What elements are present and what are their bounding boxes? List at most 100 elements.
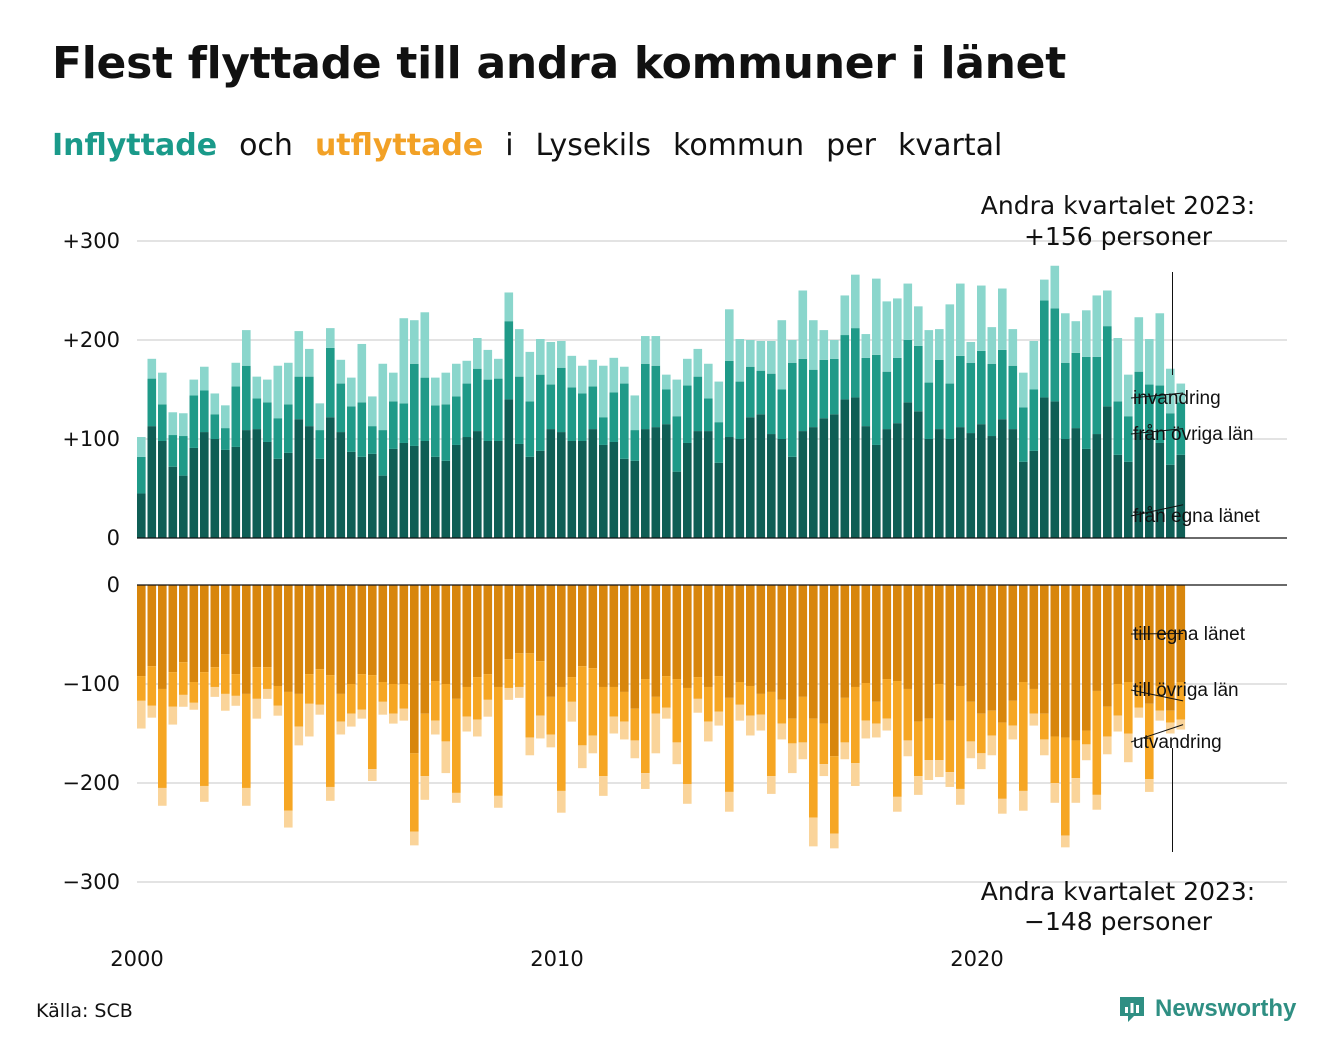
bar-immigration xyxy=(840,295,850,336)
bar-to-own-county xyxy=(1040,585,1049,714)
bar-emigration xyxy=(683,783,692,804)
bar-emigration xyxy=(1050,783,1060,803)
bar-from-own-county xyxy=(525,456,535,538)
bar-to-own-county xyxy=(893,585,902,682)
bar-emigration xyxy=(851,763,860,786)
bar-immigration xyxy=(462,360,472,384)
bar-to-own-county xyxy=(903,585,913,689)
bar-emigration xyxy=(966,741,976,759)
bar-from-other-counties xyxy=(483,379,493,441)
bar-emigration xyxy=(693,698,703,713)
bar-to-own-county xyxy=(977,585,986,714)
bar-to-other-counties xyxy=(683,687,692,784)
bar-emigration xyxy=(221,693,230,711)
bar-emigration xyxy=(882,718,892,731)
bar-immigration xyxy=(956,283,965,356)
bar-immigration xyxy=(630,395,640,431)
bar-to-other-counties xyxy=(305,674,314,704)
bar-immigration xyxy=(378,363,388,431)
bar-from-other-counties xyxy=(368,426,377,454)
bar-to-other-counties xyxy=(210,667,220,687)
bar-from-own-county xyxy=(1124,461,1133,538)
bar-from-own-county xyxy=(861,426,871,538)
bar-to-other-counties xyxy=(1113,684,1123,716)
bar-to-own-county xyxy=(242,585,251,694)
bar-emigration xyxy=(336,721,346,735)
bar-emigration xyxy=(578,745,587,769)
bar-from-own-county xyxy=(1166,464,1175,538)
bar-to-own-county xyxy=(861,585,871,684)
bar-from-own-county xyxy=(557,432,566,538)
bar-immigration xyxy=(525,351,535,402)
bar-from-other-counties xyxy=(798,358,808,432)
bar-from-other-counties xyxy=(263,402,272,442)
bar-to-other-counties xyxy=(567,677,577,702)
bar-to-other-counties xyxy=(525,653,535,738)
bar-to-own-county xyxy=(1113,585,1123,684)
bar-from-other-counties xyxy=(840,335,850,400)
bar-from-other-counties xyxy=(987,363,997,437)
bar-immigration xyxy=(903,283,913,340)
bar-immigration xyxy=(252,376,262,399)
subtitle-inflyttade: Inflyttade xyxy=(52,128,218,163)
bar-from-own-county xyxy=(756,414,766,538)
bar-to-own-county xyxy=(179,585,188,663)
bar-emigration xyxy=(546,734,556,748)
bar-to-other-counties xyxy=(452,698,461,793)
bar-from-own-county xyxy=(998,419,1007,538)
bar-to-other-counties xyxy=(473,677,482,720)
bar-immigration xyxy=(1134,317,1144,372)
bar-from-other-counties xyxy=(389,401,398,449)
bar-from-other-counties xyxy=(1050,308,1060,402)
bar-to-other-counties xyxy=(147,666,157,706)
bar-to-own-county xyxy=(231,585,241,675)
bar-emigration xyxy=(903,740,913,757)
bar-immigration xyxy=(609,357,619,393)
bar-emigration xyxy=(494,795,503,808)
bar-emigration xyxy=(462,716,472,732)
bar-immigration xyxy=(578,365,587,394)
bar-immigration xyxy=(588,359,598,387)
bar-to-other-counties xyxy=(735,682,745,705)
bar-immigration xyxy=(441,372,451,405)
bar-from-other-counties xyxy=(672,416,682,472)
bar-from-other-counties xyxy=(557,367,566,433)
bar-to-own-county xyxy=(725,585,734,698)
bar-immigration xyxy=(1145,339,1154,385)
bar-immigration xyxy=(966,341,976,363)
bar-immigration xyxy=(651,336,661,366)
bar-to-own-county xyxy=(1134,585,1144,688)
bar-emigration xyxy=(389,713,398,724)
bar-to-own-county xyxy=(1071,585,1081,741)
subtitle-word: per xyxy=(826,128,876,163)
bar-from-own-county xyxy=(1040,397,1049,538)
bar-emigration xyxy=(536,715,545,739)
bar-from-own-county xyxy=(630,460,640,538)
bar-to-own-county xyxy=(767,585,776,692)
series-label-top: invandring xyxy=(1133,388,1221,409)
bar-from-other-counties xyxy=(1071,352,1081,429)
outflow-bars xyxy=(137,585,1186,849)
bar-from-own-county xyxy=(872,444,881,538)
bar-to-other-counties xyxy=(1061,737,1070,836)
bar-from-own-county xyxy=(966,433,976,538)
bar-from-own-county xyxy=(441,460,451,538)
bar-from-other-counties xyxy=(431,405,440,457)
bar-emigration xyxy=(441,741,451,774)
bar-to-own-county xyxy=(998,585,1007,723)
bar-to-other-counties xyxy=(599,686,608,777)
bar-from-own-county xyxy=(504,399,514,538)
bar-to-own-county xyxy=(158,585,167,689)
series-label-leader xyxy=(1130,724,1184,743)
bar-immigration xyxy=(1008,329,1018,366)
bar-emigration xyxy=(1134,707,1144,718)
bar-from-own-county xyxy=(788,456,797,538)
chart-subtitle: Inflyttade och utflyttade i Lysekils kommun pe… xyxy=(52,128,1024,163)
bar-from-own-county xyxy=(252,429,262,538)
series-label-bottom: utvandring xyxy=(1133,732,1222,753)
bar-to-own-county xyxy=(399,585,409,684)
bar-immigration xyxy=(861,334,871,358)
bar-from-own-county xyxy=(473,431,482,538)
bar-immigration xyxy=(210,393,220,415)
bar-from-other-counties xyxy=(956,355,965,428)
